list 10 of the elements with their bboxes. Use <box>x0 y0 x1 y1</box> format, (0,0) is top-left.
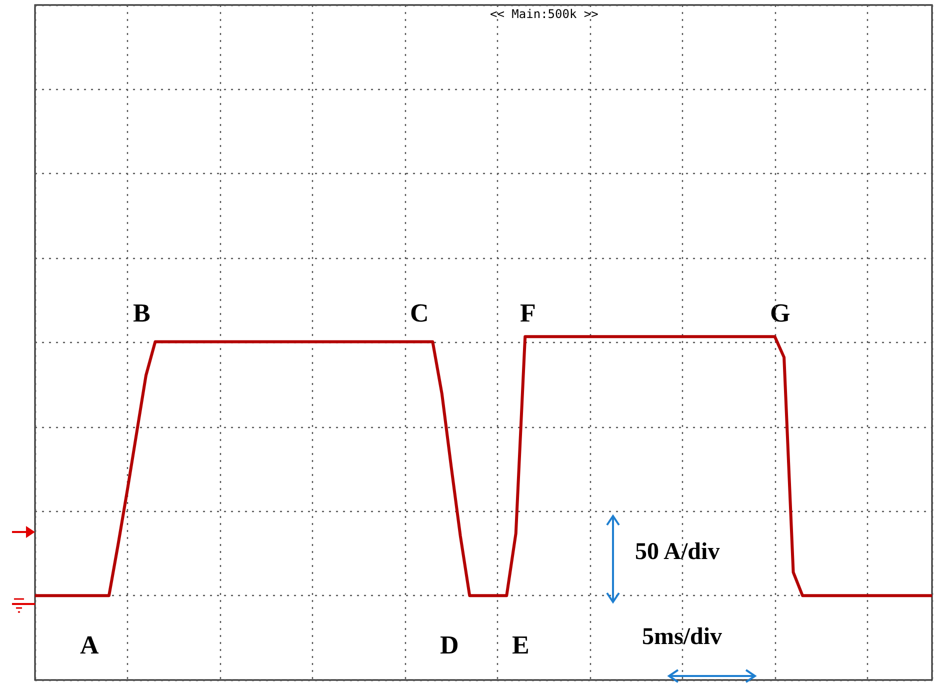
text: B <box>133 298 150 328</box>
text: << Main:500k >> <box>490 7 598 21</box>
text: D <box>440 630 459 660</box>
text: A <box>80 630 99 660</box>
text: G <box>770 298 790 328</box>
text: E <box>512 630 530 660</box>
text: C <box>410 298 429 328</box>
annotation: 50 A/div <box>635 539 720 565</box>
text: 5ms/div <box>642 624 722 650</box>
text: F <box>520 298 536 328</box>
